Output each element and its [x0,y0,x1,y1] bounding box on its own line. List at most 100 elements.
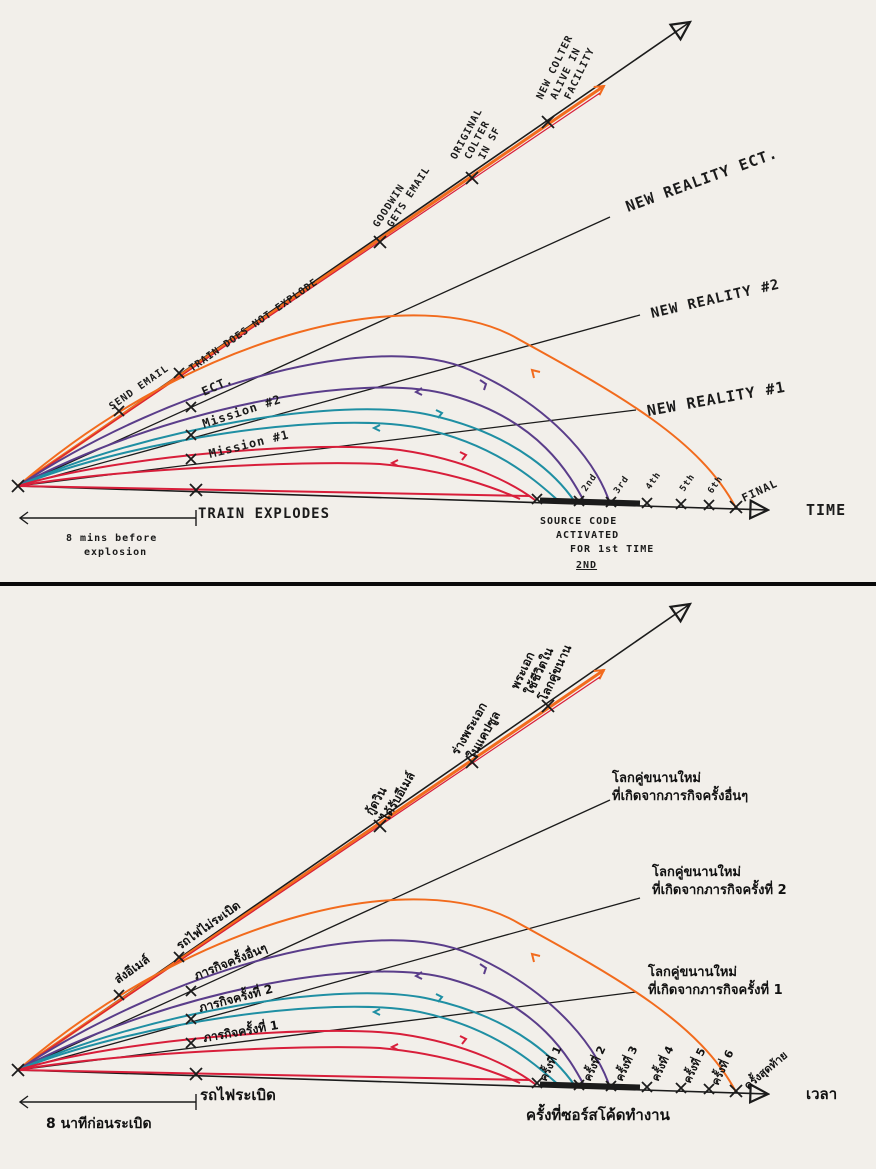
arc-purple-inner-bottom [17,970,586,1088]
arc-purple-outer [17,355,611,505]
x-mark-etc-b [185,985,197,997]
x-mark-source [531,493,543,505]
x-mark-2-b [573,1079,585,1091]
arc-purple-inner [17,386,586,504]
x-mark-mission-1-b [185,1037,197,1049]
arrow-teal [435,409,444,419]
source-note-line-3: FOR 1st TIME [570,544,654,555]
x-mark-original [465,171,479,185]
x-mark-6-b [703,1083,715,1095]
x-mark-new-colter [541,115,555,129]
top-red-line [17,92,601,487]
new-reality-2-line-2: ที่เกิดจากภารกิจครั้งที่ 2 [652,879,787,898]
x-mark-final [729,500,743,514]
x-marks-bottom [11,699,743,1098]
arc-red-inner [17,462,521,500]
arrow-orange-back-bottom [530,952,541,963]
arrow-red-back [389,459,399,467]
x-mark-5-b [675,1082,687,1094]
panel-divider [0,582,876,586]
span-arrow-head [18,511,29,525]
span-note-line-1: 8 mins before [66,532,157,544]
arc-orange-bottom [17,898,737,1093]
arc-teal-inner [17,421,561,503]
arc-orange [17,314,737,509]
x-mark-2nd [573,495,585,507]
train-explodes-label: TRAIN EXPLODES [198,506,330,522]
x-mark-train-explodes-b [189,1067,203,1081]
x-mark-etc [185,401,197,413]
x-mark-5th [675,498,687,510]
arc-teal-outer-bottom [17,992,576,1087]
arc-red-outer [17,445,536,501]
top-panel: TIME TRAIN EXPLODES 8 mins before explos… [0,0,876,582]
x-mark-origin-b [11,1063,25,1077]
arc-purple-outer-bottom [17,939,611,1089]
new-reality-1-label-thai: โลกคู่ขนานใหม่ ที่เกิดจากภารกิจครั้งที่ … [647,963,783,998]
train-explodes-label-thai: รถไฟระเบิด [200,1085,276,1104]
source-code-segment [539,497,641,506]
source-note-thai: ครั้งที่ซอร์สโค้ดทำงาน [526,1103,671,1124]
x-mark-source-b [531,1077,543,1089]
x-mark-train-explodes [189,483,203,497]
branch-line-2 [17,314,641,487]
x-marks-top [11,115,743,514]
x-mark-no-explode [173,367,185,379]
source-note-line-2: ACTIVATED [556,530,619,541]
red-base-line-bottom [17,1069,531,1081]
arrow-teal-back [371,424,381,432]
source-note-line-1: SOURCE CODE [540,516,617,527]
red-base-line [17,485,531,497]
x-mark-4-b [641,1081,653,1093]
x-mark-send-email [113,405,125,417]
branch-line-2-bottom [17,897,641,1071]
x-mark-origin [11,479,25,493]
new-reality-1-line-1: โลกคู่ขนานใหม่ [647,963,737,980]
x-mark-send-email-b [113,989,125,1001]
arc-red-inner-bottom [17,1046,521,1084]
arrow-red-bottom [459,1035,468,1045]
x-mark-new-colter-b [541,699,555,713]
new-reality-2-label-thai: โลกคู่ขนานใหม่ ที่เกิดจากภารกิจครั้งที่ … [651,863,787,898]
source-code-segment-bottom [539,1081,641,1090]
top-red-line-bottom [17,676,601,1071]
arrow-red-back-bottom [389,1043,399,1051]
arc-red-outer-bottom [17,1029,536,1085]
x-mark-3-b [605,1080,617,1092]
arrow-purple-back-bottom [414,971,423,980]
new-reality-2-line-1: โลกคู่ขนานใหม่ [651,863,741,880]
bottom-panel: เวลา รถไฟระเบิด 8 นาทีก่อนระเบิด ครั้งที… [0,586,876,1169]
span-note-thai: 8 นาทีก่อนระเบิด [46,1116,152,1132]
arrow-orange-back [530,368,541,379]
arrow-purple-bottom [479,963,488,975]
arc-teal-outer [17,408,576,503]
arrow-red [459,451,468,461]
new-reality-etc-line-1: โลกคู่ขนานใหม่ [611,769,701,786]
x-mark-6th [703,499,715,511]
x-mark-goodwin-b [373,819,387,833]
new-reality-etc-line-2: ที่เกิดจากภารกิจครั้งอื่นๆ [612,785,748,804]
x-mark-mission-2 [185,429,197,441]
x-mark-original-b [465,755,479,769]
x-mark-4th [641,497,653,509]
arc-teal-inner-bottom [17,1005,561,1087]
x-mark-no-explode-b [173,951,185,963]
time-axis-label-thai: เวลา [806,1085,837,1103]
arrow-teal-bottom [435,993,444,1003]
x-mark-goodwin [373,235,387,249]
new-reality-etc-label-thai: โลกคู่ขนานใหม่ ที่เกิดจากภารกิจครั้งอื่น… [611,769,748,804]
x-mark-3rd [605,496,617,508]
new-reality-1-line-2: ที่เกิดจากภารกิจครั้งที่ 1 [648,979,783,998]
source-note-extra: 2ND [576,560,597,571]
x-mark-mission-1 [185,453,197,465]
span-note-line-2: explosion [84,546,147,558]
top-panel-background [0,0,876,582]
arrow-teal-back-bottom [371,1008,381,1016]
arrow-purple [479,379,488,391]
x-mark-mission-2-b [185,1013,197,1025]
arrow-purple-back [414,387,423,396]
x-mark-final-b [729,1084,743,1098]
time-axis-label: TIME [806,501,846,519]
